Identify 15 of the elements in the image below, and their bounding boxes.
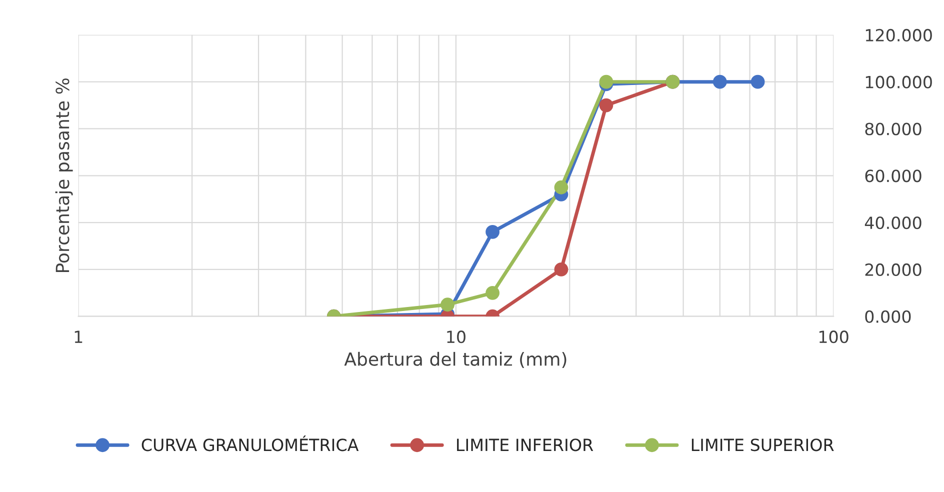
legend-label: LIMITE INFERIOR [457, 438, 594, 452]
legend-label: LIMITE SUPERIOR [692, 438, 834, 452]
x-tick-label: 100 [819, 330, 848, 344]
y-tick-label: 80.000 [865, 122, 922, 136]
y-tick-label: 40.000 [864, 216, 922, 230]
y-tick-label: 20.000 [865, 263, 922, 276]
x-tick-label: 1 [74, 330, 82, 343]
y-tick-label: 120.000 [866, 28, 932, 42]
y-tick-label: 100.000 [866, 76, 932, 88]
x-axis-title: Abertura del tamiz (mm) [344, 352, 566, 368]
y-tick-label: 60.000 [865, 170, 922, 182]
legend-label: CURVA GRANULOMÉTRICA [142, 436, 359, 452]
x-tick-label: 10 [447, 330, 466, 344]
y-axis-title: Porcentaje pasante % [55, 78, 73, 272]
y-tick-label: 0.000 [865, 310, 911, 323]
